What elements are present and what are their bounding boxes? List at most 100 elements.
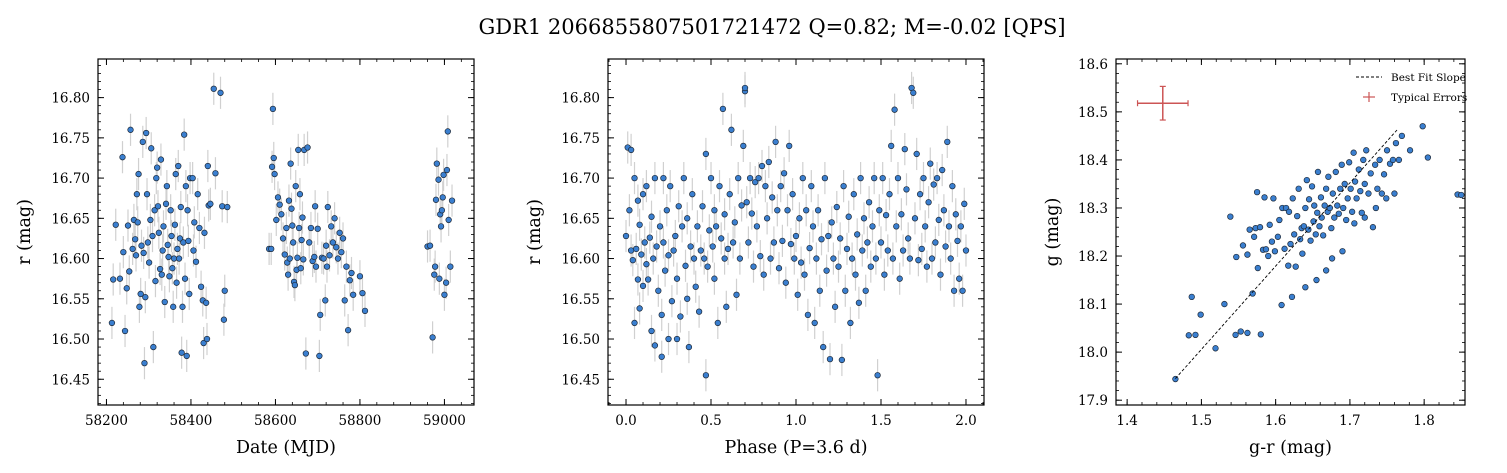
data-point <box>706 227 713 234</box>
data-point <box>947 255 954 262</box>
data-point <box>323 263 331 270</box>
data-point <box>724 245 732 253</box>
data-point <box>338 248 345 256</box>
data-point <box>291 281 299 289</box>
data-point <box>174 245 181 253</box>
data-point <box>901 145 908 153</box>
data-point <box>650 255 657 262</box>
data-point <box>431 271 438 278</box>
data-point <box>1389 156 1397 164</box>
figure-title: GDR1 2066855807501721472 Q=0.82; M=-0.02… <box>478 15 1065 39</box>
y-tick-label: 16.70 <box>51 171 90 187</box>
data-point <box>932 239 939 246</box>
data-point <box>307 224 315 232</box>
data-point <box>179 303 186 310</box>
data-point <box>1294 212 1301 220</box>
legend-label: Best Fit Slope <box>1391 72 1466 84</box>
data-point <box>1338 161 1345 168</box>
data-point <box>930 181 937 188</box>
data-point <box>181 131 188 138</box>
x-tick-label: 1.4 <box>1116 413 1137 429</box>
data-point <box>957 223 965 230</box>
data-point <box>312 263 320 270</box>
data-point <box>782 279 789 286</box>
data-point <box>891 106 898 113</box>
y-tick-label: 16.75 <box>51 131 90 147</box>
data-point <box>346 277 353 284</box>
data-point <box>801 271 808 278</box>
data-point <box>629 257 636 264</box>
data-point <box>1322 185 1330 192</box>
data-point <box>175 255 183 262</box>
data-point <box>1355 166 1362 173</box>
data-point <box>820 343 827 351</box>
data-point <box>1303 176 1310 184</box>
data-point <box>1292 263 1299 270</box>
data-point <box>294 254 301 261</box>
data-point <box>1212 345 1219 352</box>
data-point <box>898 211 905 218</box>
data-point <box>201 229 208 236</box>
data-point <box>854 231 861 238</box>
data-point <box>1380 171 1388 178</box>
data-point <box>1287 240 1294 248</box>
data-point <box>320 255 327 262</box>
data-point <box>1376 156 1383 164</box>
data-point <box>847 319 854 327</box>
data-point <box>862 287 869 294</box>
data-point <box>151 207 158 214</box>
data-point <box>920 174 927 182</box>
data-point <box>322 242 330 249</box>
data-point <box>882 211 890 219</box>
x-tick-label: 1.5 <box>1191 413 1212 429</box>
data-point <box>1237 328 1244 335</box>
x-tick-label: 58200 <box>85 413 128 429</box>
data-point <box>1328 225 1335 232</box>
data-point <box>707 174 715 182</box>
data-point <box>152 277 159 285</box>
data-point <box>278 211 285 218</box>
data-point <box>723 303 730 310</box>
data-points <box>108 72 456 380</box>
data-point <box>1278 301 1285 309</box>
y-tick-label: 18.3 <box>1078 201 1108 217</box>
data-point <box>670 247 677 254</box>
data-point <box>906 255 914 262</box>
data-point <box>1419 123 1426 130</box>
data-point <box>1313 276 1320 284</box>
data-point <box>1340 204 1347 212</box>
data-point <box>818 236 825 243</box>
data-point <box>304 144 311 151</box>
data-point <box>780 170 788 177</box>
data-point <box>928 255 936 262</box>
data-point <box>733 291 740 298</box>
data-point <box>276 201 283 208</box>
data-point <box>918 245 925 253</box>
data-point <box>850 191 857 198</box>
data-point <box>809 223 817 230</box>
data-point <box>139 138 146 146</box>
data-point <box>665 335 672 343</box>
data-point <box>651 342 659 349</box>
data-point <box>765 158 772 166</box>
data-point <box>1289 195 1296 202</box>
data-point <box>1337 185 1344 192</box>
y-tick-label: 18.1 <box>1078 297 1108 313</box>
data-point <box>1331 214 1338 221</box>
data-point <box>183 352 190 360</box>
x-tick-label: 58800 <box>338 413 381 429</box>
data-point <box>1253 188 1261 196</box>
data-point <box>687 243 694 250</box>
y-tick-label: 16.75 <box>561 131 600 147</box>
data-point <box>913 150 920 158</box>
axes-frame <box>607 58 985 406</box>
data-point <box>334 255 342 262</box>
data-point <box>350 291 357 298</box>
data-point <box>814 207 822 214</box>
data-point <box>110 276 117 283</box>
data-point <box>149 232 156 240</box>
data-point <box>142 294 149 301</box>
data-point <box>888 142 895 150</box>
data-point <box>273 216 280 224</box>
data-point <box>436 275 443 282</box>
